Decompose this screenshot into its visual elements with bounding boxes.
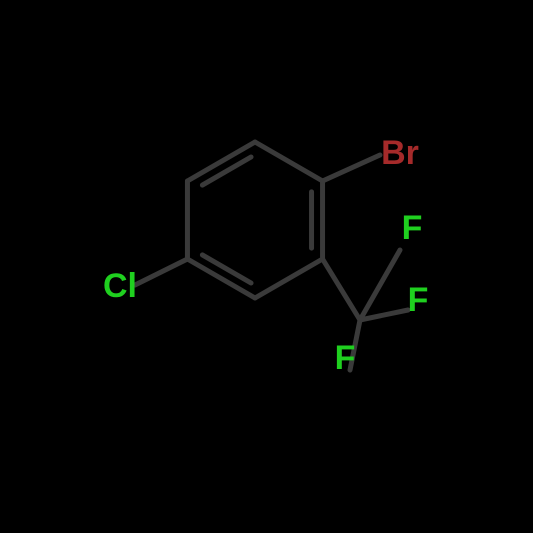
molecule-canvas: Br Cl F F F	[0, 0, 533, 533]
bond-layer	[0, 0, 533, 533]
atom-label-f: F	[408, 283, 429, 317]
atom-label-cl: Cl	[103, 269, 137, 303]
atom-label-f: F	[402, 211, 423, 245]
atom-label-br: Br	[381, 136, 419, 170]
atom-label-f: F	[335, 341, 356, 375]
